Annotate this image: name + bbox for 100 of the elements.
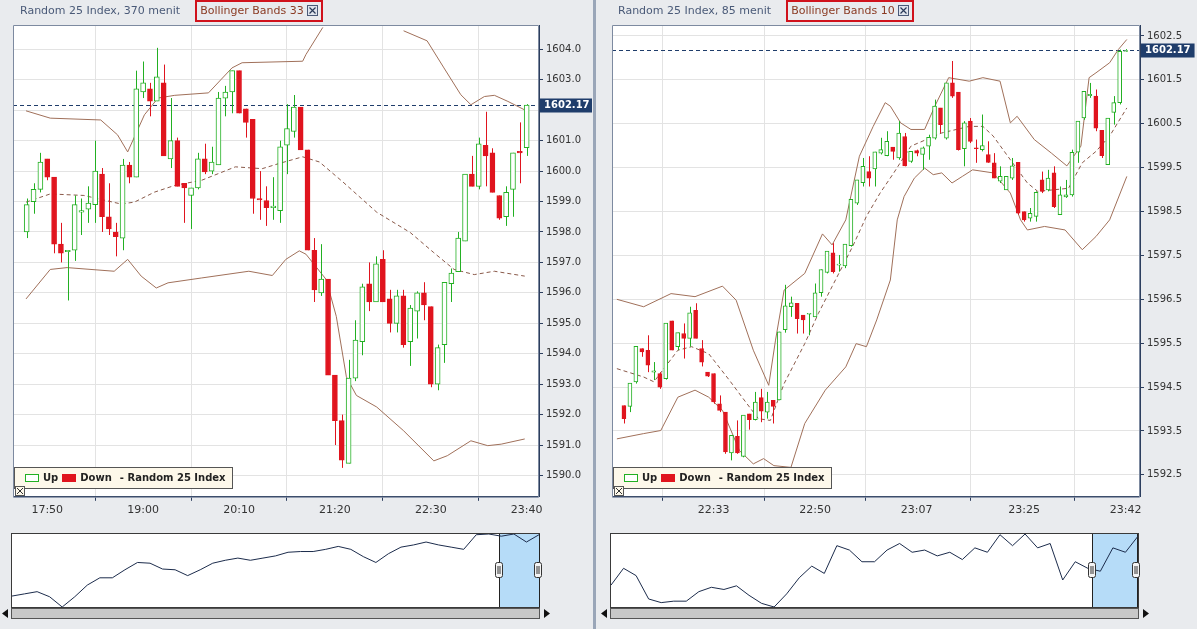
candlestick — [496, 194, 503, 221]
candlestick — [782, 284, 788, 334]
candlestick — [181, 182, 188, 224]
legend-title: - Random 25 Index — [718, 472, 825, 484]
candlestick — [243, 108, 249, 139]
candlestick — [699, 339, 704, 367]
candlestick — [753, 391, 758, 421]
chart-title: Random 25 Index, 370 menit — [20, 4, 181, 17]
candlestick — [729, 434, 734, 461]
candlestick — [872, 151, 878, 188]
legend-label: Up — [43, 472, 59, 484]
y-tick-label: 1592.5 — [1147, 468, 1183, 480]
y-tick-label: 1600.5 — [1147, 117, 1183, 129]
line-series — [616, 107, 1128, 421]
candlestick — [651, 361, 657, 381]
candlestick — [112, 222, 119, 257]
y-tick-label: 1600.0 — [546, 164, 582, 176]
chart-title: Random 25 Index, 85 menit — [618, 4, 772, 17]
candlestick — [366, 261, 372, 312]
y-tick-label: 1594.5 — [1147, 380, 1183, 392]
legend-label: Up — [642, 472, 658, 484]
candlestick — [764, 391, 770, 420]
candlestick — [950, 60, 955, 99]
candlestick — [229, 70, 235, 114]
y-tick-label: 1592.0 — [546, 408, 582, 420]
x-tick-label: 22:30 — [414, 503, 447, 517]
x-tick-label: 22:33 — [697, 503, 730, 517]
chart-subtitle: Bollinger Bands 33 — [200, 4, 304, 17]
candlestick — [256, 170, 263, 221]
candlestick — [78, 198, 85, 236]
x-tick-label: 21:20 — [319, 503, 351, 517]
candlestick — [1009, 157, 1015, 181]
candlestick — [836, 254, 842, 273]
y-tick-label: 1595.5 — [1147, 336, 1183, 348]
candlestick — [469, 155, 475, 187]
candlestick — [896, 120, 902, 161]
candlestick — [681, 322, 687, 360]
candlestick — [968, 117, 973, 144]
x-tick-label: 23:25 — [1008, 503, 1040, 517]
candlestick — [140, 61, 146, 99]
legend-title: - Random 25 Index — [119, 472, 226, 484]
x-tick-label: 23:42 — [1109, 503, 1142, 517]
candlestick — [414, 290, 420, 340]
ref-line-label: 1602.17 — [544, 99, 590, 111]
candlestick — [974, 139, 979, 164]
y-tick-label: 1601.0 — [546, 134, 582, 146]
y-tick-label: 1597.0 — [546, 256, 582, 268]
candlestick — [938, 107, 943, 134]
candlestick — [806, 312, 812, 336]
y-tick-label: 1596.0 — [546, 286, 582, 298]
chart-subtitle: Bollinger Bands 10 — [791, 4, 895, 17]
y-tick-label: 1596.5 — [1147, 292, 1183, 304]
candlestick — [926, 134, 931, 161]
y-tick-label: 1590.0 — [546, 469, 582, 481]
candlestick — [222, 85, 229, 117]
candlestick — [788, 296, 794, 318]
candlestick — [503, 185, 509, 227]
x-tick-label: 22:50 — [799, 503, 831, 517]
candlestick — [884, 130, 890, 157]
y-tick-label: 1591.0 — [546, 438, 582, 450]
candlestick — [758, 388, 764, 423]
line-series — [25, 156, 526, 277]
candlestick — [770, 399, 776, 425]
y-tick-label: 1593.5 — [1147, 424, 1183, 436]
candlestick — [290, 94, 297, 139]
candlestick — [58, 222, 64, 263]
candlestick — [1111, 95, 1117, 126]
y-tick-label: 1594.0 — [546, 347, 582, 359]
candlestick — [188, 187, 194, 230]
legend-label: Down — [679, 472, 711, 484]
y-tick-label: 1597.5 — [1147, 249, 1183, 261]
candlestick — [147, 82, 153, 117]
candlestick — [318, 243, 325, 297]
y-tick-label: 1599.5 — [1147, 161, 1183, 173]
x-tick-label: 23:07 — [900, 503, 933, 517]
candlestick — [421, 281, 427, 321]
candlestick — [201, 143, 208, 175]
x-tick-label: 23:40 — [510, 503, 543, 517]
candlestick — [386, 289, 393, 333]
x-tick-label: 20:10 — [223, 503, 255, 517]
candlestick — [154, 47, 160, 102]
x-tick-label: 17:50 — [31, 503, 64, 517]
candlestick — [920, 146, 925, 171]
y-tick-label: 1598.0 — [546, 225, 582, 237]
y-tick-label: 1593.0 — [546, 377, 582, 389]
candlestick — [991, 152, 997, 179]
x-tick-label: 19:00 — [127, 503, 159, 517]
candlestick — [106, 182, 112, 236]
y-tick-label: 1604.0 — [546, 42, 582, 54]
y-tick-label: 1601.5 — [1147, 73, 1183, 85]
y-tick-label: 1602.5 — [1147, 29, 1183, 41]
y-tick-label: 1598.5 — [1147, 205, 1183, 217]
y-tick-label: 1595.0 — [546, 316, 582, 328]
candlestick — [735, 419, 740, 455]
legend-label: Down — [80, 472, 112, 484]
y-tick-label: 1603.0 — [546, 73, 582, 85]
y-tick-label: 1599.0 — [546, 195, 582, 207]
candlestick — [284, 103, 290, 175]
ref-line-label: 1602.17 — [1145, 44, 1191, 56]
candlestick — [866, 155, 872, 188]
